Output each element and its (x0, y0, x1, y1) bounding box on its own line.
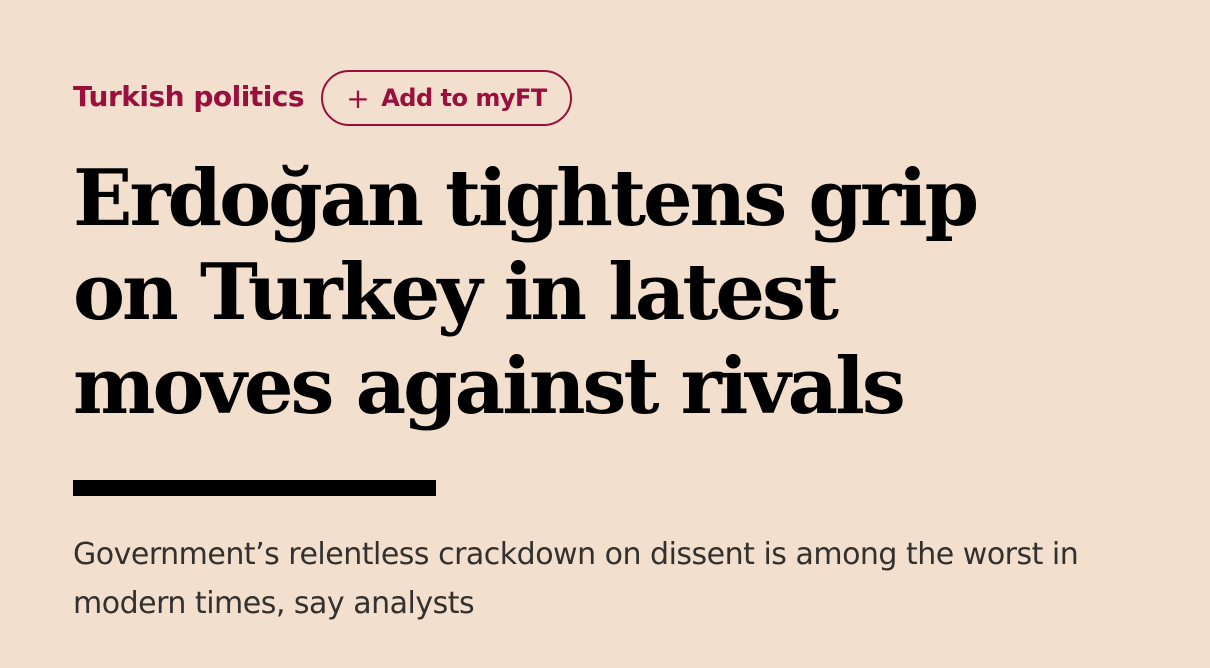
topic-link[interactable]: Turkish politics (73, 80, 305, 113)
plus-icon: + (346, 81, 370, 115)
divider (73, 480, 436, 496)
add-to-myft-button[interactable]: + Add to myFT (321, 70, 572, 126)
headline: Erdoğan tightens grip on Turkey in lates… (73, 153, 979, 432)
standfirst: Government’s relentless crackdown on dis… (73, 537, 1079, 621)
button-label: Add to myFT (381, 84, 547, 112)
